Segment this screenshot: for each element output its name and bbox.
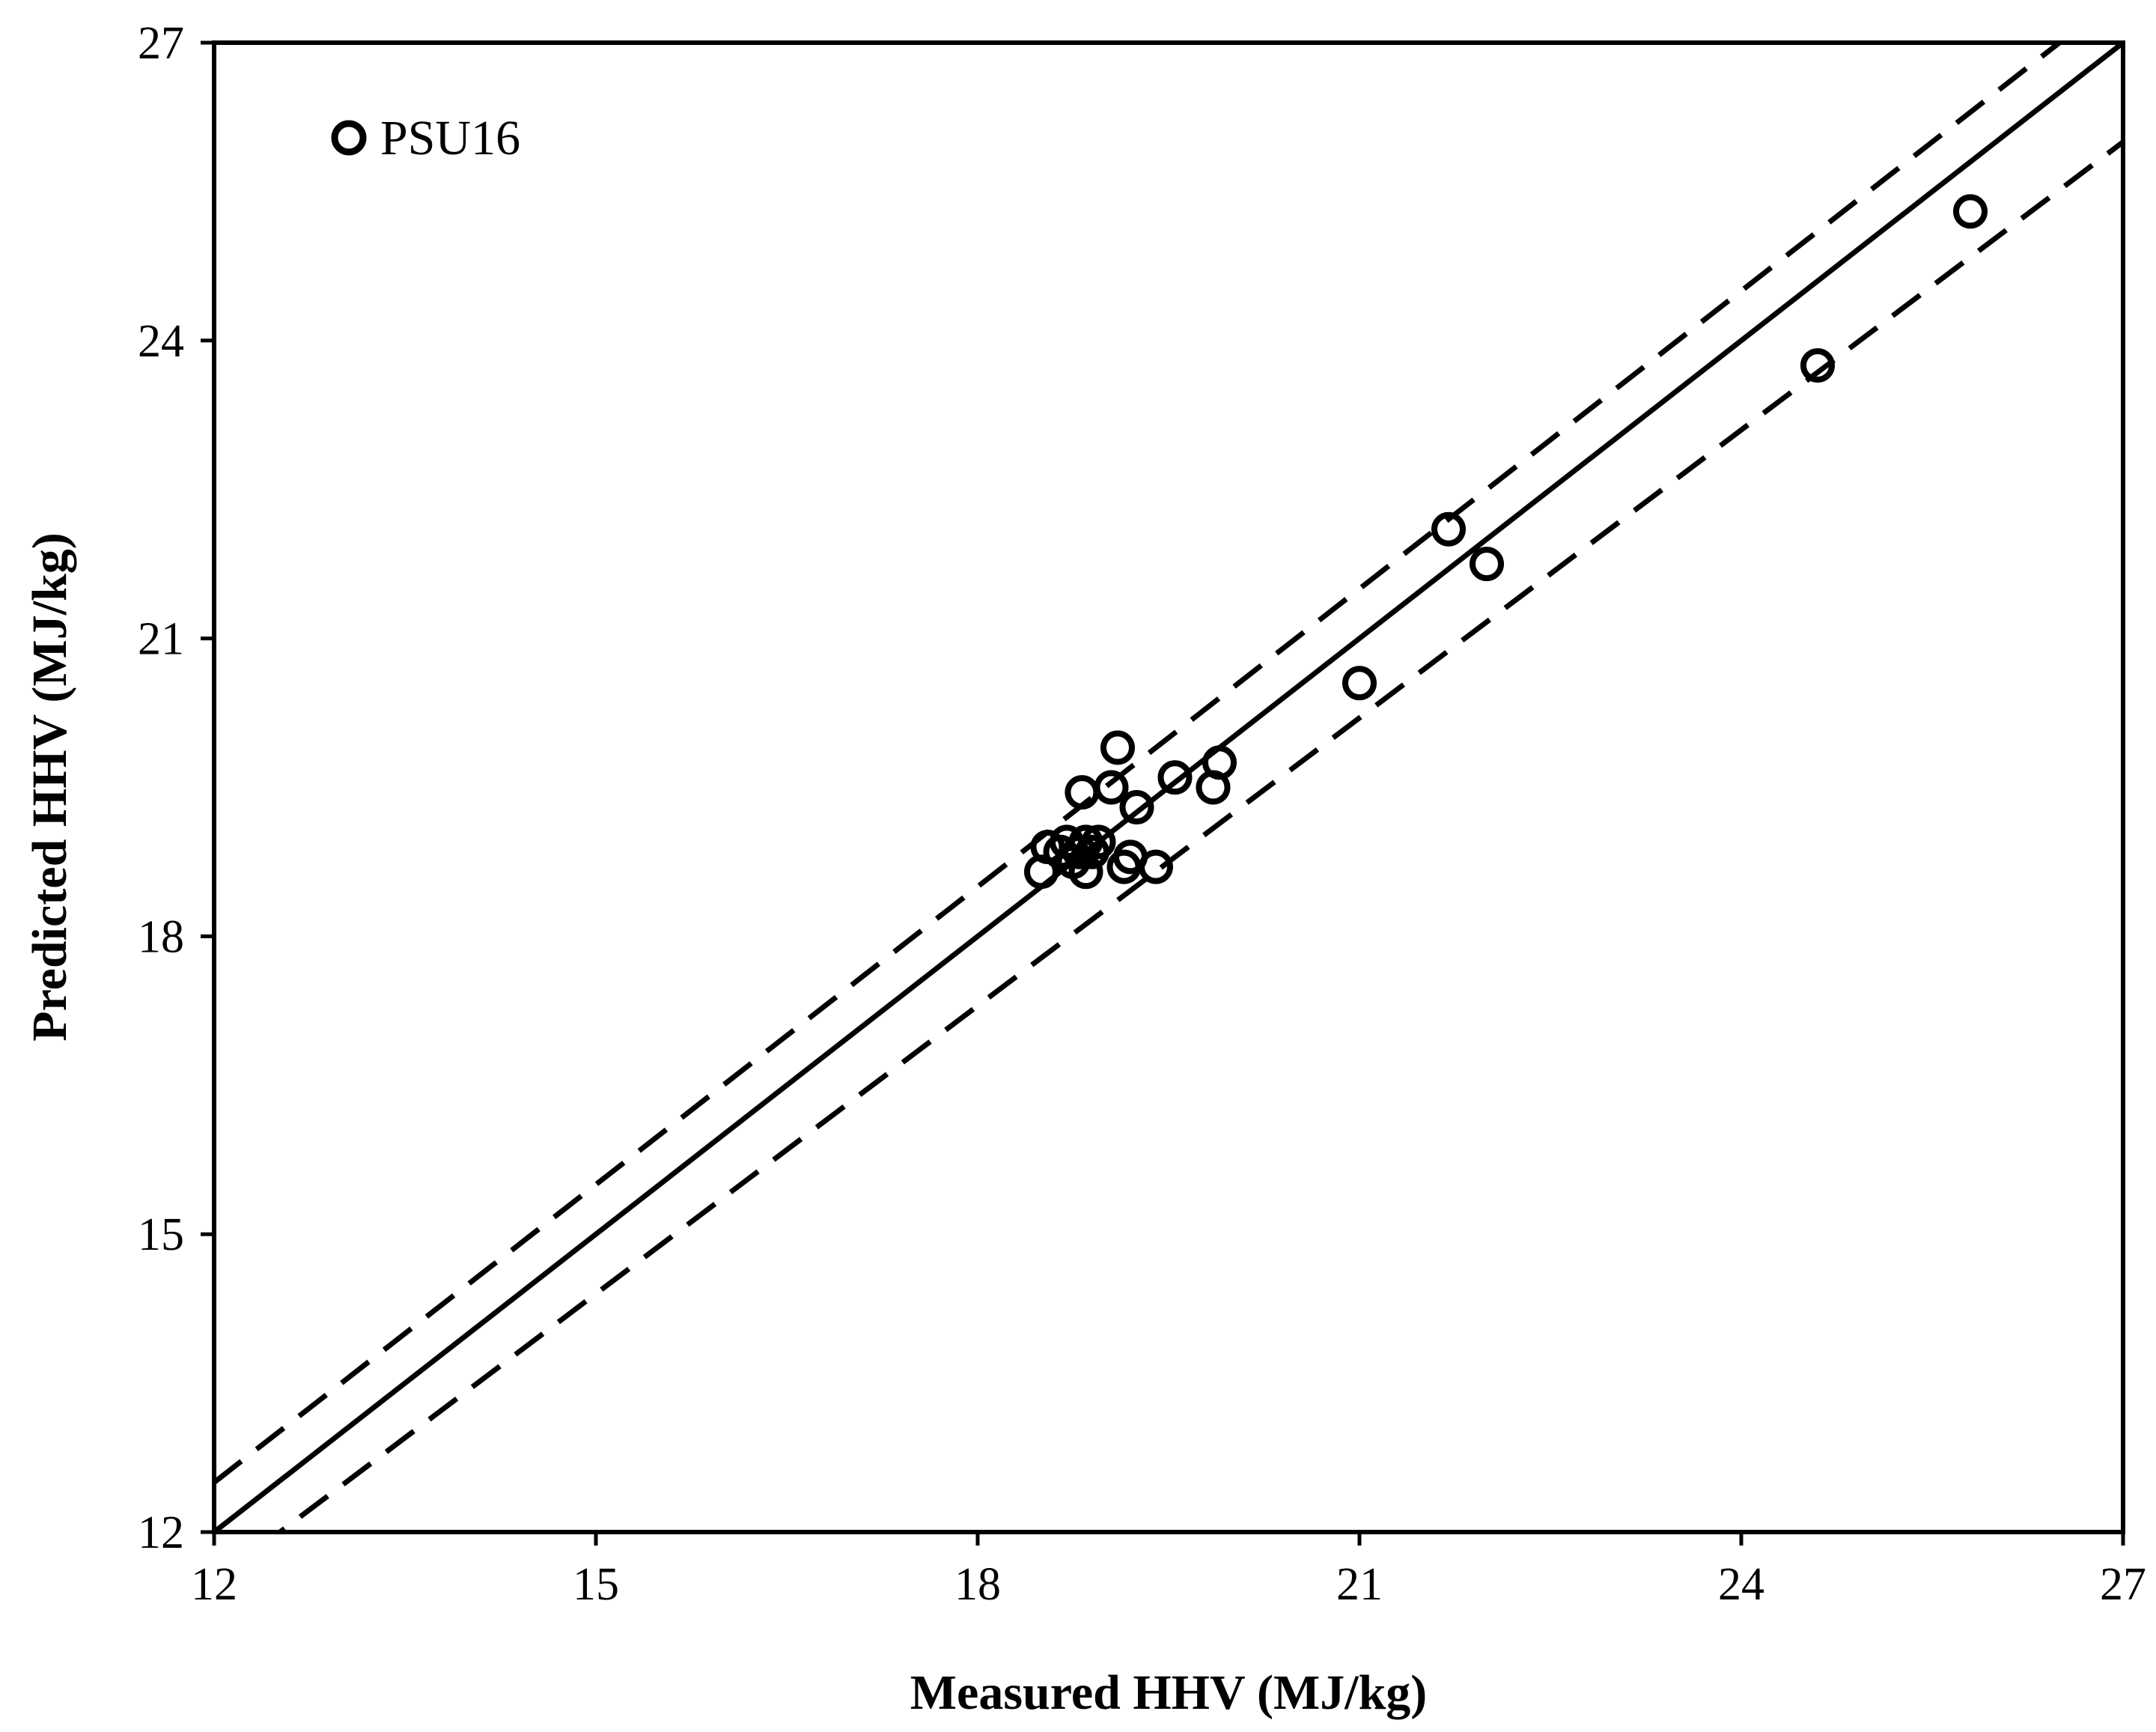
data-point: [1139, 849, 1173, 884]
data-point: [1068, 854, 1103, 890]
y-axis-title: Predicted HHV (MJ/kg): [22, 532, 77, 1041]
legend: PSU16: [331, 111, 520, 165]
data-point: [1800, 347, 1835, 383]
y-tick-label: 24: [138, 316, 184, 367]
y-axis-ticks: 12 15 18 21 24 27: [138, 18, 214, 1558]
y-tick-label: 21: [138, 614, 184, 665]
x-tick-label: 12: [191, 1559, 237, 1610]
x-tick-label: 18: [954, 1559, 1001, 1610]
data-point: [1470, 547, 1504, 582]
x-axis-title: Measured HHV (MJ/kg): [910, 1665, 1428, 1720]
data-point: [1100, 730, 1135, 765]
y-tick-label: 27: [138, 18, 184, 69]
y-tick-label: 12: [138, 1507, 184, 1558]
data-point: [1119, 790, 1154, 825]
error-band-line-1: [214, 43, 2064, 1485]
legend-marker: [331, 120, 367, 156]
plot-frame: [212, 40, 2125, 1534]
x-axis-ticks: 12 15 18 21 24 27: [191, 1532, 2146, 1610]
data-point: [1342, 666, 1377, 701]
data-point: [1431, 511, 1466, 547]
data-point: [1202, 745, 1237, 780]
data-points: [1024, 194, 1988, 890]
x-tick-label: 24: [1718, 1559, 1764, 1610]
data-point: [1953, 194, 1988, 229]
y-tick-label: 18: [138, 911, 184, 962]
legend-label: PSU16: [380, 111, 520, 165]
y-tick-label: 15: [138, 1209, 184, 1260]
data-point: [1081, 824, 1116, 860]
x-tick-label: 21: [1336, 1559, 1383, 1610]
data-point: [1094, 770, 1129, 805]
x-tick-label: 15: [573, 1559, 619, 1610]
x-tick-label: 27: [2100, 1559, 2146, 1610]
data-point: [1157, 760, 1193, 795]
